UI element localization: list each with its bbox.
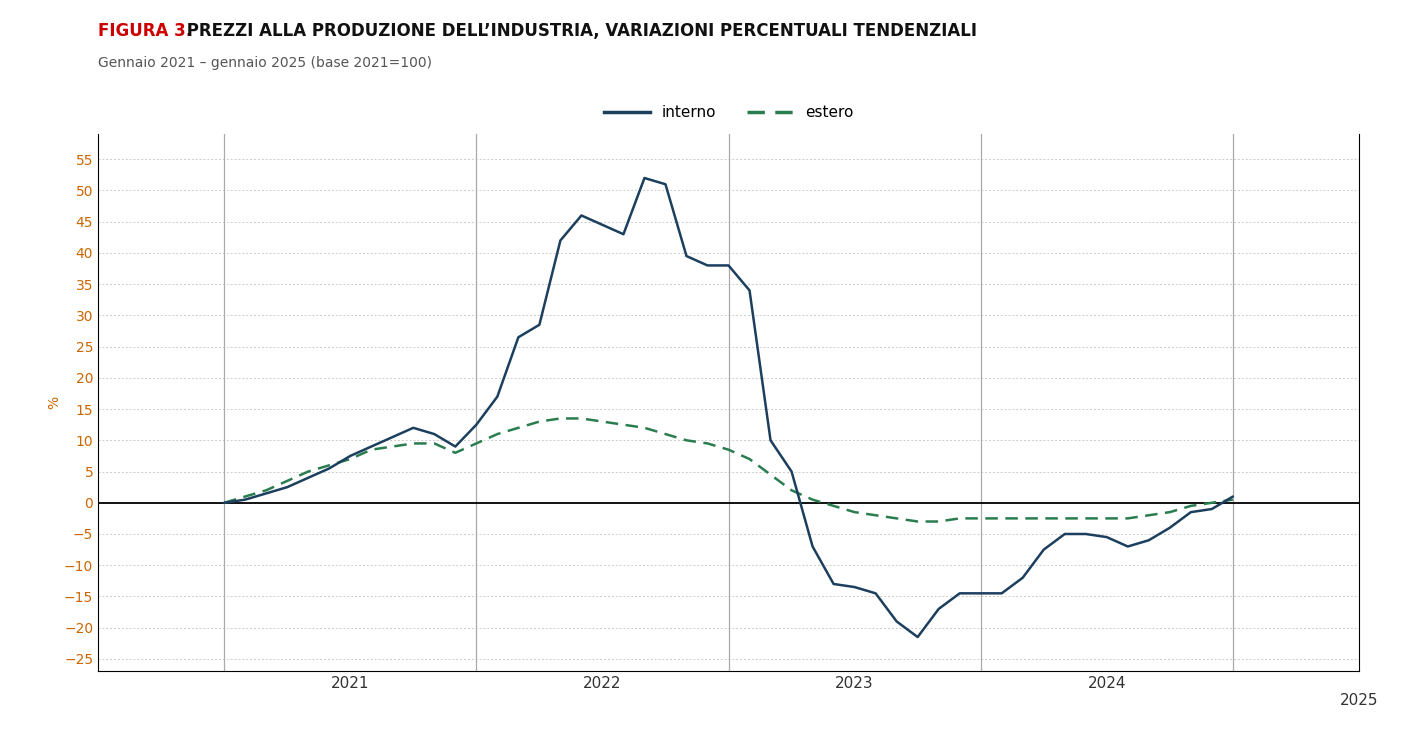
Text: PREZZI ALLA PRODUZIONE DELL’INDUSTRIA, VARIAZIONI PERCENTUALI TENDENZIALI: PREZZI ALLA PRODUZIONE DELL’INDUSTRIA, V… (181, 22, 976, 40)
Text: 2025: 2025 (1339, 693, 1379, 708)
Legend: interno, estero: interno, estero (598, 99, 859, 126)
Text: Gennaio 2021 – gennaio 2025 (base 2021=100): Gennaio 2021 – gennaio 2025 (base 2021=1… (98, 56, 432, 70)
Y-axis label: %: % (48, 396, 62, 410)
Text: FIGURA 3.: FIGURA 3. (98, 22, 192, 40)
